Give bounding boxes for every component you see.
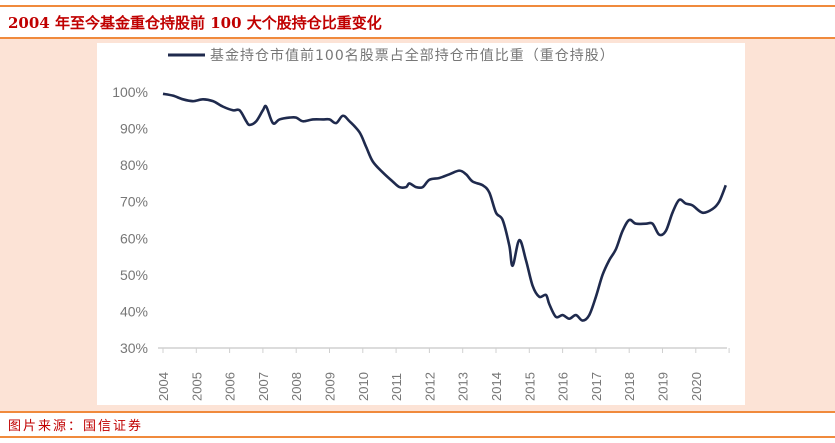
x-tick-label: 2006 xyxy=(223,372,238,401)
x-tick-label: 2005 xyxy=(189,372,204,401)
y-tick-label: 60% xyxy=(120,230,148,246)
figure-title: 2004 年至今基金重仓持股前 100 大个股持仓比重变化 xyxy=(8,14,382,32)
legend-label: 基金持仓市值前100名股票占全部持仓市值比重（重仓持股） xyxy=(210,47,615,64)
y-tick-label: 30% xyxy=(120,340,148,356)
x-tick-label: 2013 xyxy=(456,372,471,401)
source-note: 图片来源：国信证券 xyxy=(8,419,144,434)
y-tick-label: 40% xyxy=(120,303,148,319)
x-tick-label: 2004 xyxy=(156,372,171,401)
x-tick-label: 2016 xyxy=(556,372,571,401)
title-rule xyxy=(0,37,835,39)
x-tick-label: 2010 xyxy=(356,372,371,401)
x-tick-label: 2009 xyxy=(323,372,338,401)
y-tick-label: 90% xyxy=(120,121,148,137)
x-tick-label: 2018 xyxy=(622,372,637,401)
x-tick-label: 2019 xyxy=(656,372,671,401)
series-line xyxy=(162,92,727,322)
x-tick-label: 2008 xyxy=(289,372,304,401)
x-tick-label: 2017 xyxy=(589,372,604,401)
top-rule xyxy=(0,5,835,7)
y-tick-label: 80% xyxy=(120,157,148,173)
footer-rule-bottom xyxy=(0,436,835,438)
x-tick-label: 2011 xyxy=(389,373,404,401)
y-tick-label: 50% xyxy=(120,267,148,283)
x-tick-label: 2014 xyxy=(489,372,504,401)
y-tick-label: 70% xyxy=(120,194,148,210)
footer-rule-top xyxy=(0,411,835,413)
x-tick-label: 2015 xyxy=(522,372,537,401)
y-tick-label: 100% xyxy=(112,84,148,100)
x-tick-label: 2012 xyxy=(422,372,437,401)
x-tick-label: 2020 xyxy=(689,372,704,401)
x-tick-label: 2007 xyxy=(256,372,271,401)
